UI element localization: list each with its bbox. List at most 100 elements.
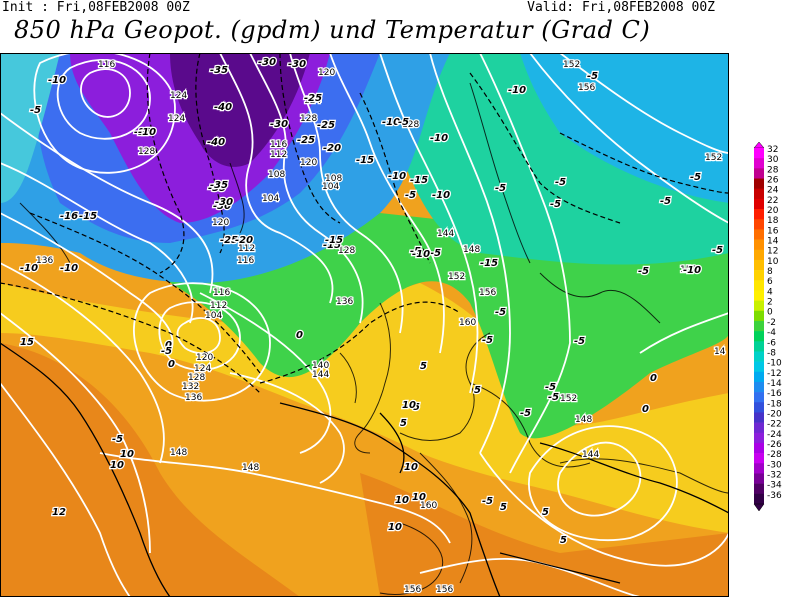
geopotential-label: 116 — [270, 140, 287, 150]
geopotential-label: 144 — [582, 450, 599, 460]
temperature-field-violet — [170, 53, 310, 167]
temperature-label: 10 — [412, 492, 426, 503]
geopotential-label: 116 — [237, 256, 254, 266]
legend-label: -16 — [767, 389, 782, 399]
legend-label: -20 — [767, 409, 782, 419]
temperature-label: -5 — [112, 434, 123, 445]
temperature-label: 5 — [420, 361, 427, 372]
legend-swatch — [754, 148, 764, 159]
temperature-label: -15 — [325, 235, 343, 246]
legend-label: 32 — [767, 145, 778, 155]
legend-swatch — [754, 381, 764, 393]
legend-swatch — [754, 320, 764, 332]
temperature-label: 10 — [404, 462, 418, 473]
temperature-label: 0 — [642, 404, 649, 415]
temperature-label: -5 — [495, 183, 506, 194]
temperature-label: 0 — [650, 373, 657, 384]
geopotential-label: 120 — [318, 68, 335, 78]
legend-swatch — [754, 402, 764, 413]
legend-swatch — [754, 188, 764, 200]
legend-swatch — [754, 422, 764, 434]
geopotential-label: 156 — [404, 585, 421, 595]
temperature-label: -5 — [482, 496, 493, 507]
legend-swatch — [754, 412, 764, 423]
legend-swatch — [754, 442, 764, 454]
temperature-label: -25 — [220, 235, 238, 246]
map-title: 850 hPa Geopot. (gpdm) und Temperatur (G… — [14, 16, 651, 44]
geopotential-label: 152 — [560, 394, 577, 404]
legend-label: 20 — [767, 206, 779, 216]
temperature-label: -25 — [297, 135, 315, 146]
temperature-label: -5 — [545, 382, 556, 393]
legend-arrow-bottom — [753, 503, 765, 512]
temperature-label: -5 — [398, 117, 409, 128]
temperature-label: -25 — [304, 93, 322, 104]
legend-swatch — [754, 249, 764, 261]
legend-swatch — [754, 229, 764, 240]
geopotential-label: 152 — [448, 272, 465, 282]
geopotential-label: 136 — [36, 256, 53, 266]
temperature-label: -15 — [323, 240, 341, 251]
geopotential-label: 152 — [705, 153, 722, 163]
geopotential-label: 124 — [168, 114, 185, 124]
temperature-label: -10 — [60, 263, 78, 274]
temperature-label: -5 — [482, 335, 493, 346]
legend-label: 24 — [767, 186, 779, 196]
temperature-label: -10 — [388, 171, 406, 182]
temperature-label: -35 — [210, 65, 228, 76]
geopotential-label: 120 — [300, 158, 317, 168]
legend-swatch — [754, 351, 764, 362]
temperature-label: -5 — [550, 199, 561, 210]
legend-swatch — [754, 341, 764, 352]
geopotential-label: 136 — [336, 297, 353, 307]
geopotential-label: 160 — [459, 318, 476, 328]
temperature-label: 10 — [120, 449, 134, 460]
geopotential-label: 14 — [714, 347, 726, 357]
geopotential-label: 112 — [210, 301, 227, 311]
legend-label: -32 — [767, 470, 782, 480]
temperature-label: -5 — [548, 392, 559, 403]
temperature-label: -15 — [410, 175, 428, 186]
geopotential-label: 104 — [322, 182, 339, 192]
geopotential-label: 140 — [312, 361, 329, 371]
legend-label: 22 — [767, 196, 778, 206]
legend-label: -2 — [767, 318, 776, 328]
temperature-label: 10 — [388, 522, 402, 533]
legend-swatch — [754, 158, 764, 169]
temperature-label: -10 — [382, 117, 400, 128]
geopotential-label: 156 — [479, 288, 496, 298]
geopotential-label: 148 — [463, 245, 480, 255]
temperature-label: 5 — [560, 535, 567, 546]
temperature-label: -5 — [587, 71, 598, 82]
legend-label: -24 — [767, 430, 782, 440]
temperature-label: -10 — [432, 190, 450, 201]
temperature-label: -25 — [317, 120, 335, 131]
legend-labels: 32302826242220181614121086420-2-4-6-8-10… — [767, 145, 782, 501]
legend-swatch — [754, 198, 764, 210]
geopotential-label: 128 — [300, 114, 317, 124]
temperature-label: -5 — [30, 105, 41, 116]
legend-label: 26 — [767, 176, 779, 186]
geopotential-isolines — [0, 53, 729, 597]
temperature-label: 5 — [400, 418, 407, 429]
temperature-label: -5 — [712, 245, 723, 256]
temperature-label: -10 — [683, 265, 701, 276]
temperature-label: -35 — [210, 180, 228, 191]
legend-label: -4 — [767, 328, 776, 338]
legend-label: -34 — [767, 481, 782, 491]
temperature-label: -15 — [356, 155, 374, 166]
geopotential-label: 128 — [188, 373, 205, 383]
temperature-label: -10 — [48, 75, 66, 86]
legend-label: 14 — [767, 237, 779, 247]
legend-swatch — [754, 493, 764, 505]
temperature-label: -5 — [405, 190, 416, 201]
legend-label: 18 — [767, 216, 779, 226]
legend-swatch — [754, 280, 764, 291]
legend-swatch — [754, 259, 764, 271]
temperature-label: -5 — [660, 196, 671, 207]
temperature-label: 10 — [110, 460, 124, 471]
geopotential-label: 120 — [196, 353, 213, 363]
temperature-label: -30 — [215, 197, 233, 208]
temperature-label: -5 — [520, 408, 531, 419]
temperature-label: -40 — [214, 102, 232, 113]
